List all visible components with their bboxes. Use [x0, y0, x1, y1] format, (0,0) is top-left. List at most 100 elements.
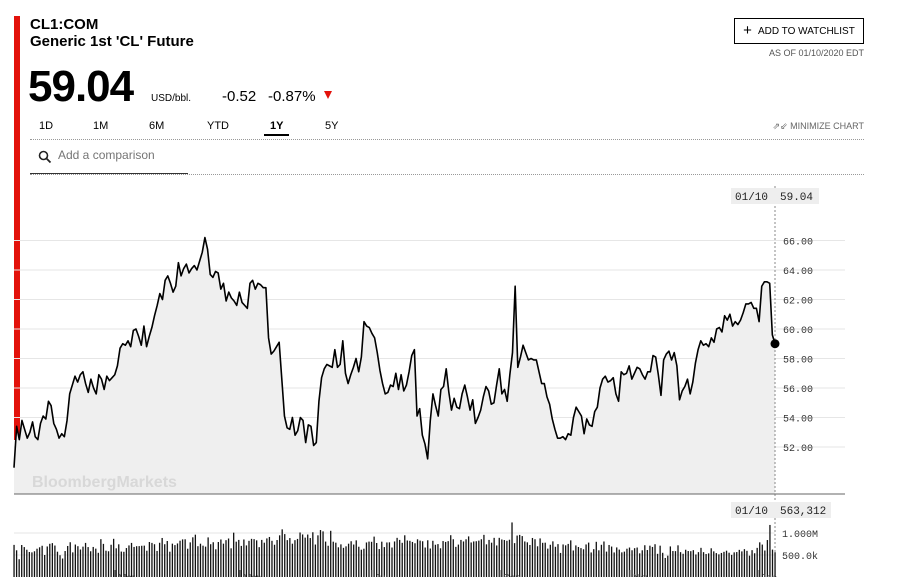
volume-bar [194, 534, 197, 577]
volume-bar [199, 543, 202, 577]
volume-bar [761, 544, 763, 577]
volume-bar [751, 550, 753, 577]
volume-bar [595, 541, 597, 577]
range-tab-5y[interactable]: 5Y [325, 120, 339, 132]
volume-bar [700, 547, 702, 577]
volume-bar [128, 545, 130, 577]
volume-bar [565, 545, 567, 577]
price-unit: USD/bbl. [151, 93, 192, 104]
range-tab-1y[interactable]: 1Y [264, 120, 290, 136]
y-tick-label: 64.00 [783, 267, 813, 278]
last-date-label: 01/10 [735, 192, 768, 204]
volume-bar [628, 547, 631, 577]
volume-bar [192, 537, 194, 577]
volume-bar [92, 546, 94, 577]
volume-bar [690, 551, 692, 577]
divider [30, 139, 864, 140]
volume-bar [501, 539, 503, 577]
volume-bar [572, 550, 574, 577]
volume-bar [748, 555, 751, 577]
volume-bar [485, 544, 488, 577]
comparison-search-input[interactable] [58, 148, 186, 162]
volume-bar [715, 553, 717, 577]
volume-bar [107, 551, 110, 577]
x-tick-label: Jan [761, 573, 777, 577]
y-tick-label: 54.00 [783, 415, 813, 426]
volume-bar [511, 522, 513, 577]
volume-bar [276, 540, 278, 577]
x-tick-label: Jul [375, 573, 388, 577]
volume-bar [342, 547, 345, 577]
volume-bar [416, 539, 419, 577]
volume-bar [462, 541, 465, 577]
volume-bar [656, 553, 659, 577]
volume-bar [577, 546, 580, 577]
volume-bar [337, 547, 340, 577]
volume-bar [304, 537, 306, 577]
volume-bar [662, 552, 664, 577]
volume-bar [664, 557, 666, 577]
price-change-percent: -0.87% [268, 88, 316, 105]
minimize-chart-button[interactable]: ⇗⇙ MINIMIZE CHART [773, 121, 864, 132]
volume-bar [28, 552, 31, 577]
range-tab-6m[interactable]: 6M [149, 120, 165, 132]
volume-bar [225, 540, 227, 577]
volume-bar [143, 545, 145, 577]
volume-bar [110, 544, 112, 577]
volume-bar [406, 540, 408, 577]
volume-bar [56, 551, 59, 577]
volume-bar [506, 540, 508, 577]
volume-bar [41, 545, 43, 577]
range-tab-ytd[interactable]: YTD [207, 120, 229, 132]
volume-bar [467, 536, 470, 577]
volume-bar [473, 541, 475, 577]
volume-bar [90, 551, 92, 577]
volume-bar [720, 552, 723, 577]
volume-bar [82, 546, 84, 577]
volume-bar [212, 542, 214, 577]
add-to-watchlist-button[interactable]: + ADD TO WATCHLIST [734, 18, 864, 44]
volume-bar [381, 541, 383, 577]
volume-bar [646, 550, 649, 577]
volume-bar [659, 545, 661, 577]
volume-bar [705, 554, 707, 577]
price-change: -0.52 [222, 88, 257, 105]
range-tab-1d[interactable]: 1D [39, 120, 54, 132]
ticker-symbol: CL1:COM [30, 16, 99, 33]
y-tick-label: 56.00 [783, 385, 813, 396]
range-tab-1m[interactable]: 1M [93, 120, 109, 132]
volume-bar [363, 548, 365, 577]
accent-bar [14, 16, 20, 440]
volume-bar [733, 552, 735, 577]
volume-bar [18, 559, 20, 577]
volume-bar [141, 545, 143, 577]
volume-bar [605, 551, 608, 577]
volume-bar [105, 550, 107, 577]
volume-bar [64, 551, 66, 577]
volume-bar [669, 546, 671, 577]
volume-bar [593, 549, 595, 577]
volume-bar [759, 542, 761, 577]
volume-last-value: 563,312 [780, 506, 826, 518]
volume-bar [529, 544, 531, 577]
volume-bar [330, 530, 332, 577]
volume-bar [460, 539, 462, 577]
volume-bar [273, 544, 276, 577]
volume-bar [478, 540, 480, 577]
volume-bar [294, 540, 296, 577]
y-tick-label: 58.00 [783, 356, 813, 367]
volume-bar [84, 542, 87, 577]
volume-bar [738, 549, 740, 577]
volume-bar [531, 537, 534, 577]
volume-bar [286, 540, 288, 577]
volume-bar [370, 541, 373, 577]
volume-bar [552, 541, 554, 577]
volume-bar [582, 549, 585, 577]
volume-bar [651, 546, 654, 577]
price-line [13, 236, 776, 468]
volume-bar [355, 540, 357, 577]
volume-bar [187, 548, 189, 577]
volume-bar [95, 548, 97, 577]
volume-bar [67, 545, 69, 577]
volume-bar [189, 542, 191, 577]
